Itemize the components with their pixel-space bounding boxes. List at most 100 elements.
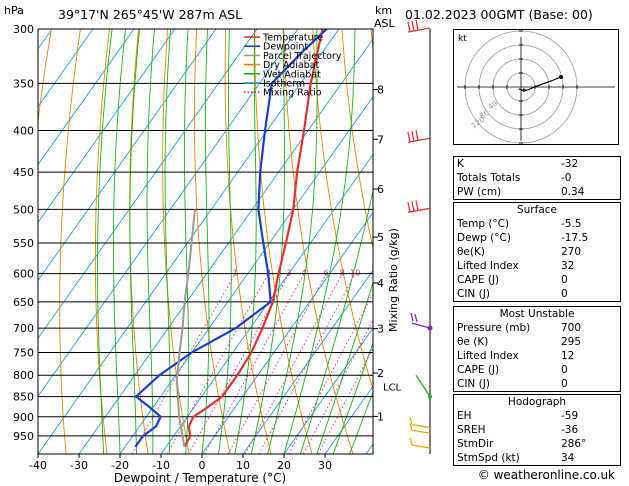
parameter-row: StmSpd (kt) 34 bbox=[454, 451, 620, 465]
wind-barb bbox=[407, 200, 431, 213]
x-tick-label: -10 bbox=[152, 459, 170, 472]
parameter-row: Dewp (°C) -17.5 bbox=[454, 231, 620, 245]
isotherm-line bbox=[160, 153, 373, 454]
x-tick-label: 20 bbox=[277, 459, 291, 472]
legend-label: Dewpoint bbox=[263, 42, 308, 53]
parameter-value: 295 bbox=[561, 336, 582, 348]
parameter-value: 0 bbox=[561, 364, 568, 376]
lcl-label: LCL bbox=[383, 383, 402, 394]
legend-label: Dry Adiabat bbox=[263, 60, 320, 71]
asl-unit-label: ASL bbox=[374, 17, 395, 30]
isotherm-line bbox=[38, 29, 340, 454]
parameter-row: Lifted Index 12 bbox=[454, 349, 620, 363]
parameter-row: Totals Totals -0 bbox=[454, 171, 620, 185]
parameter-row: θe(K) 270 bbox=[454, 245, 620, 259]
profile-lines bbox=[134, 29, 328, 448]
parameter-label: K bbox=[457, 158, 464, 170]
km-tick-label: 5 bbox=[377, 231, 384, 244]
wind-barbs bbox=[407, 19, 433, 449]
parameter-label: θe(K) bbox=[457, 246, 485, 258]
parameter-row: CAPE (J) 0 bbox=[454, 363, 620, 377]
surface-panel: Surface Temp (°C) -5.5 Dewp (°C) -17.5 θe(K) 2… bbox=[453, 202, 621, 302]
wind-barb bbox=[409, 423, 431, 434]
parameter-row: EH -59 bbox=[454, 409, 620, 423]
parameter-label: Dewp (°C) bbox=[457, 232, 511, 244]
x-axis-label: Dewpoint / Temperature (°C) bbox=[114, 471, 286, 485]
parameter-row: Temp (°C) -5.5 bbox=[454, 217, 620, 231]
parameter-row: K -32 bbox=[454, 157, 620, 171]
mixing-ratio-line bbox=[288, 292, 373, 454]
parameter-label: EH bbox=[457, 410, 472, 422]
height-axis: 8 7 6 5 4 3 2 1 LCL bbox=[373, 29, 431, 454]
km-tick-label: 3 bbox=[377, 323, 384, 336]
parameter-value: -59 bbox=[561, 410, 579, 422]
isotherm-line bbox=[78, 38, 373, 454]
x-tick-label: 0 bbox=[199, 459, 206, 472]
parameter-value: -0 bbox=[561, 172, 572, 184]
parameter-row: CIN (J) 0 bbox=[454, 377, 620, 391]
parameter-row: PW (cm) 0.34 bbox=[454, 185, 620, 199]
parameter-row: StmDir 286° bbox=[454, 437, 620, 451]
indices-panel: K -32 Totals Totals -0 PW (cm) 0.34 bbox=[453, 156, 621, 200]
parameter-value: -17.5 bbox=[561, 232, 589, 244]
wind-barb bbox=[409, 437, 431, 449]
parameter-row: SREH -36 bbox=[454, 423, 620, 437]
mixing-ratio-line bbox=[166, 273, 269, 454]
mixing-ratio-axis-label: Mixing Ratio (g/kg) bbox=[387, 228, 400, 332]
parameter-label: Lifted Index bbox=[457, 260, 519, 272]
parcel-trajectory-line bbox=[175, 209, 196, 448]
pressure-isobars: 300 350 400 450 500 550 600 650 700 750 800 850 900 9… bbox=[13, 23, 373, 443]
legend-label: Parcel Trajectory bbox=[263, 51, 342, 62]
mixing-ratio-line bbox=[317, 346, 373, 454]
wind-barb bbox=[409, 417, 431, 429]
pressure-tick-label: 850 bbox=[13, 391, 34, 404]
pressure-tick-label: 400 bbox=[13, 125, 34, 138]
x-tick-label: -20 bbox=[111, 459, 129, 472]
parameter-value: 0 bbox=[561, 274, 568, 286]
most-unstable-panel: Most Unstable Pressure (mb) 700 θe (K) 295 Li… bbox=[453, 306, 621, 392]
pressure-tick-label: 450 bbox=[13, 166, 34, 179]
parameter-value: 32 bbox=[561, 260, 575, 272]
km-tick-label: 1 bbox=[377, 410, 384, 423]
pressure-tick-label: 950 bbox=[13, 430, 34, 443]
isotherm-line bbox=[38, 29, 135, 166]
dry-adiabat-line bbox=[59, 29, 81, 454]
x-tick-label: -40 bbox=[29, 459, 47, 472]
x-tick-label: -30 bbox=[70, 459, 88, 472]
hodograph-unit-label: kt bbox=[458, 34, 467, 44]
km-tick-label: 6 bbox=[377, 183, 384, 196]
wet-adiabat-line bbox=[97, 29, 113, 454]
parameter-row: CIN (J) 0 bbox=[454, 287, 620, 301]
parameter-row: θe (K) 295 bbox=[454, 335, 620, 349]
x-tick-label: 30 bbox=[318, 459, 332, 472]
datetime-title: 01.02.2023 00GMT (Base: 00) bbox=[405, 7, 593, 22]
legend-label: Temperature bbox=[262, 33, 323, 44]
parameter-value: -32 bbox=[561, 158, 579, 170]
parameter-label: StmDir bbox=[457, 438, 494, 450]
parameter-value: 0 bbox=[561, 288, 568, 300]
parameter-label: CIN (J) bbox=[457, 378, 490, 390]
plot-frame bbox=[37, 28, 374, 455]
isotherm-line bbox=[38, 29, 217, 282]
panel-title: Most Unstable bbox=[499, 308, 575, 320]
pressure-tick-label: 800 bbox=[13, 369, 34, 382]
parameter-value: 12 bbox=[561, 350, 575, 362]
dewpoint-line bbox=[134, 29, 328, 448]
parameter-label: StmSpd (kt) bbox=[457, 452, 520, 464]
isotherm-line bbox=[201, 211, 373, 454]
wet-adiabat-line bbox=[146, 29, 155, 454]
parameter-value: -36 bbox=[561, 424, 579, 436]
parameter-value: 700 bbox=[561, 322, 582, 334]
km-tick-label: 2 bbox=[377, 367, 384, 380]
wet-adiabat-line bbox=[332, 341, 373, 454]
isotherm-line bbox=[38, 29, 299, 397]
wind-barb bbox=[428, 394, 432, 399]
isotherm-line bbox=[38, 29, 176, 224]
parameter-label: Pressure (mb) bbox=[457, 322, 531, 334]
parameter-row: CAPE (J) 0 bbox=[454, 273, 620, 287]
km-tick-label: 4 bbox=[377, 277, 384, 290]
wet-adiabat-line bbox=[164, 29, 171, 454]
parameter-label: PW (cm) bbox=[457, 186, 502, 198]
